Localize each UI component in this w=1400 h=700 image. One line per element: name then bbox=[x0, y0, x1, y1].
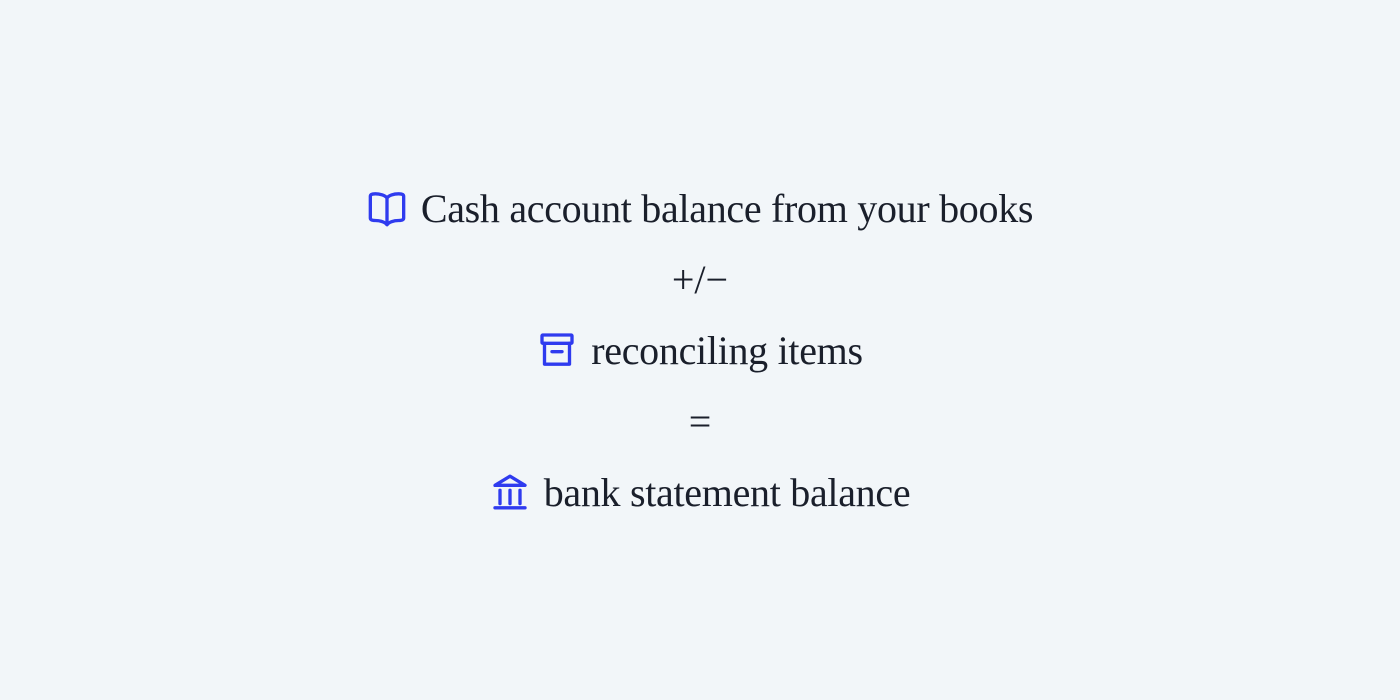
bank-building-icon bbox=[490, 472, 530, 512]
equation-row-3: bank statement balance bbox=[490, 469, 911, 516]
equals-operator: = bbox=[689, 398, 712, 445]
equation-row-2: reconciling items bbox=[537, 327, 862, 374]
plus-minus-operator: +/− bbox=[672, 256, 728, 303]
reconciling-items-label: reconciling items bbox=[591, 327, 862, 374]
equation-row-1: Cash account balance from your books bbox=[367, 185, 1033, 232]
bank-statement-label: bank statement balance bbox=[544, 469, 911, 516]
cash-balance-label: Cash account balance from your books bbox=[421, 185, 1033, 232]
archive-box-icon bbox=[537, 330, 577, 370]
book-open-icon bbox=[367, 188, 407, 228]
